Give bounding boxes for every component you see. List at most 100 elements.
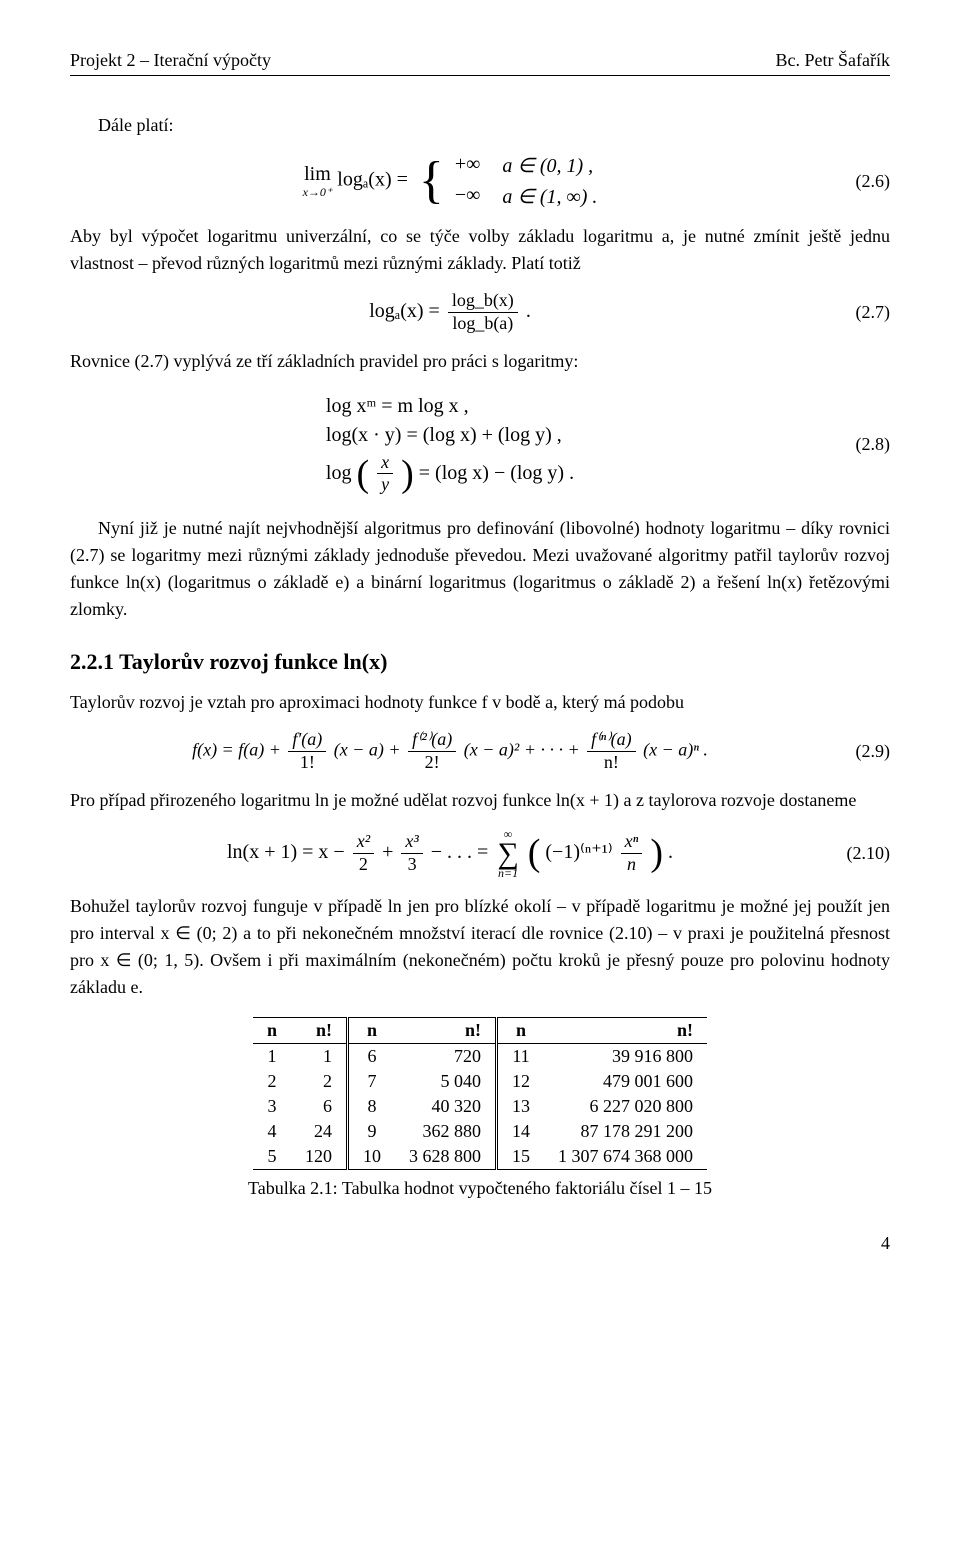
table-cell: 6 227 020 800 [544, 1094, 707, 1119]
eq-text: f(x) = f(a) + [192, 740, 281, 760]
table-cell: 479 001 600 [544, 1069, 707, 1094]
case2-val: −∞ [455, 184, 481, 209]
frac-den: log_b(a) [448, 313, 517, 334]
table-cell: 720 [395, 1043, 497, 1069]
paren-left-icon: ( [528, 840, 541, 867]
inner-bot: n [623, 854, 640, 875]
header-right: Bc. Petr Šafařík [776, 50, 890, 71]
table-cell: 1 307 674 368 000 [544, 1144, 707, 1170]
table-cell: 4 [253, 1119, 291, 1144]
table-cell: 87 178 291 200 [544, 1119, 707, 1144]
table-row: 1167201139 916 800 [253, 1043, 707, 1069]
factorial-table: n n! n n! n n! 1167201139 916 8002275 04… [253, 1017, 707, 1170]
table-row: 5120103 628 800151 307 674 368 000 [253, 1144, 707, 1170]
t3-bot: 3 [404, 854, 421, 875]
table-row: 4249362 8801487 178 291 200 [253, 1119, 707, 1144]
t2-bot: 2! [421, 752, 444, 773]
paren-right-icon: ) [650, 840, 663, 867]
th: n! [544, 1017, 707, 1043]
eq-line-3-post: = (log x) − (log y) . [419, 461, 574, 483]
para-1: Aby byl výpočet logaritmu univerzální, c… [70, 223, 890, 277]
table-cell: 40 320 [395, 1094, 497, 1119]
t2-top: x² [353, 832, 374, 854]
table-cell: 14 [497, 1119, 545, 1144]
table-cell: 13 [497, 1094, 545, 1119]
th: n [348, 1017, 396, 1043]
table-cell: 6 [291, 1094, 348, 1119]
dots: − . . . = [431, 841, 489, 863]
eq-tail: . [668, 841, 673, 863]
table-cell: 5 [253, 1144, 291, 1170]
frac-num: log_b(x) [448, 291, 518, 313]
para-3: Nyní již je nutné najít nejvhodnější alg… [70, 515, 890, 623]
equation-2-8: log xᵐ = m log x , log(x · y) = (log x) … [70, 389, 890, 502]
th: n! [291, 1017, 348, 1043]
t1-bot: 1! [296, 752, 319, 773]
para-5: Pro případ přirozeného logaritmu ln je m… [70, 787, 890, 814]
equation-body: f(x) = f(a) + f′(a) 1! (x − a) + f⁽²⁾(a)… [70, 730, 830, 773]
equation-body: logₐ(x) = log_b(x) log_b(a) . [70, 291, 830, 334]
table-cell: 10 [348, 1144, 396, 1170]
equation-number: (2.6) [830, 171, 890, 192]
eq-lhs: ln(x + 1) = x − [227, 841, 345, 863]
brace-icon: { [419, 160, 444, 202]
t1-post: (x − a) + [334, 740, 401, 760]
header-left: Projekt 2 – Iterační výpočty [70, 50, 271, 71]
t2-post: (x − a)² + · · · + [464, 740, 580, 760]
t2-top: f⁽²⁾(a) [408, 730, 456, 752]
table-row: 36840 320136 227 020 800 [253, 1094, 707, 1119]
tn-bot: n! [600, 752, 623, 773]
table-cell: 6 [348, 1043, 396, 1069]
tn-top: f⁽ⁿ⁾(a) [587, 730, 636, 752]
eq-line-3-pre: log [326, 461, 352, 483]
table-cell: 15 [497, 1144, 545, 1170]
tn-post: (x − a)ⁿ . [643, 740, 708, 760]
para-6: Bohužel taylorův rozvoj funguje v případ… [70, 893, 890, 1001]
lim-sub: x→0⁺ [303, 186, 333, 198]
paren-left-icon: ( [356, 461, 369, 488]
table-cell: 3 [253, 1094, 291, 1119]
equation-2-6: lim x→0⁺ logₐ(x) = { +∞ a ∈ (0, 1) , −∞ … [70, 153, 890, 209]
sum-icon: ∞ ∑ n=1 [497, 828, 518, 879]
eq-line-1: log xᵐ = m log x , [326, 395, 574, 418]
sum-bot: n=1 [498, 867, 518, 879]
plus: + [382, 841, 393, 863]
page-header: Projekt 2 – Iterační výpočty Bc. Petr Ša… [70, 50, 890, 76]
table-row: 2275 04012479 001 600 [253, 1069, 707, 1094]
table-cell: 2 [253, 1069, 291, 1094]
table-cell: 362 880 [395, 1119, 497, 1144]
equation-number: (2.7) [830, 302, 890, 323]
para-2: Rovnice (2.7) vyplývá ze tří základních … [70, 348, 890, 375]
table-cell: 24 [291, 1119, 348, 1144]
table-cell: 3 628 800 [395, 1144, 497, 1170]
inner-top: xⁿ [621, 832, 643, 854]
t3-top: x³ [401, 832, 422, 854]
intro-label: Dále platí: [70, 112, 890, 139]
paren-right-icon: ) [401, 461, 414, 488]
frac-den: y [377, 474, 393, 495]
t2-bot: 2 [355, 854, 372, 875]
t1-top: f′(a) [288, 730, 326, 752]
th: n [497, 1017, 545, 1043]
table-caption: Tabulka 2.1: Tabulka hodnot vypočteného … [70, 1178, 890, 1199]
para-4: Taylorův rozvoj je vztah pro aproximaci … [70, 689, 890, 716]
case1-cond: a ∈ (0, 1) , [502, 153, 593, 178]
th: n! [395, 1017, 497, 1043]
table-cell: 9 [348, 1119, 396, 1144]
equation-2-10: ln(x + 1) = x − x² 2 + x³ 3 − . . . = ∞ … [70, 828, 890, 879]
table-cell: 1 [253, 1043, 291, 1069]
page: Projekt 2 – Iterační výpočty Bc. Petr Ša… [0, 0, 960, 1294]
table-cell: 1 [291, 1043, 348, 1069]
table-cell: 12 [497, 1069, 545, 1094]
eq-lhs: logₐ(x) = [337, 169, 408, 191]
equation-body: ln(x + 1) = x − x² 2 + x³ 3 − . . . = ∞ … [70, 828, 830, 879]
page-number: 4 [70, 1233, 890, 1254]
eq-tail: . [526, 300, 531, 322]
frac-num: x [377, 453, 393, 475]
table-cell: 8 [348, 1094, 396, 1119]
th: n [253, 1017, 291, 1043]
equation-number: (2.8) [830, 434, 890, 455]
eq-lhs: logₐ(x) = [369, 300, 440, 322]
eq-line-2: log(x · y) = (log x) + (log y) , [326, 424, 574, 447]
case2-cond: a ∈ (1, ∞) . [502, 184, 597, 209]
